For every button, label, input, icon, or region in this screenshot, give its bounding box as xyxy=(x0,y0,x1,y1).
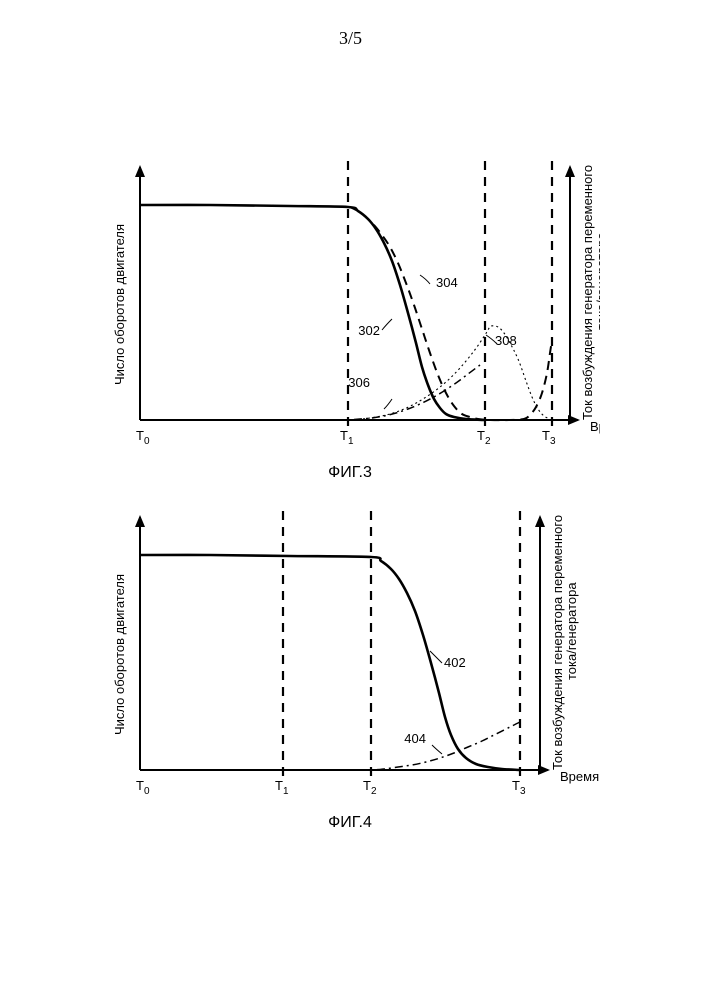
fig3-left-label: Число оборотов двигателя xyxy=(112,224,127,385)
fig3-label-308: 308 xyxy=(486,333,517,348)
svg-text:404: 404 xyxy=(404,731,426,746)
fig3-tick-T2: T2 xyxy=(477,428,491,447)
svg-text:302: 302 xyxy=(358,323,380,338)
figure-4: 402 404 T0 T1 T2 T3 Вр xyxy=(100,510,600,832)
svg-text:T2: T2 xyxy=(477,428,491,447)
svg-text:306: 306 xyxy=(348,375,370,390)
fig3-tick-T1: T1 xyxy=(340,428,354,447)
fig3-label-306: 306 xyxy=(348,375,392,409)
fig3-right-label: Ток возбуждения генератора переменногото… xyxy=(580,165,600,420)
svg-text:402: 402 xyxy=(444,655,466,670)
fig4-tick-T3: T3 xyxy=(512,778,526,797)
fig3-curve-304 xyxy=(350,207,552,420)
fig4-svg: 402 404 T0 T1 T2 T3 Вр xyxy=(100,510,600,810)
fig4-y-arrow-right xyxy=(535,515,545,527)
fig4-left-label: Число оборотов двигателя xyxy=(112,574,127,735)
fig4-label-402: 402 xyxy=(430,651,466,670)
svg-text:T3: T3 xyxy=(512,778,526,797)
figure-3: 302 304 306 308 T0 xyxy=(100,160,600,482)
fig3-curve-306 xyxy=(348,365,480,420)
svg-text:T0: T0 xyxy=(136,428,150,447)
fig3-curve-308 xyxy=(348,326,550,420)
svg-text:304: 304 xyxy=(436,275,458,290)
svg-text:308: 308 xyxy=(495,333,517,348)
fig3-label-302: 302 xyxy=(358,319,392,338)
svg-text:T1: T1 xyxy=(275,778,289,797)
svg-text:T3: T3 xyxy=(542,428,556,447)
fig3-y-arrow-left xyxy=(135,165,145,177)
svg-text:T1: T1 xyxy=(340,428,354,447)
svg-text:T2: T2 xyxy=(363,778,377,797)
fig3-curve-302 xyxy=(140,205,485,420)
fig4-tick-T0: T0 xyxy=(136,778,150,797)
fig3-x-label: Время xyxy=(590,419,600,434)
fig4-curve-404 xyxy=(371,722,520,770)
fig3-tick-T0: T0 xyxy=(136,428,150,447)
fig3-caption: ФИГ.3 xyxy=(100,464,600,482)
fig4-tick-T2: T2 xyxy=(363,778,377,797)
fig3-label-304: 304 xyxy=(420,275,458,290)
fig4-y-arrow-left xyxy=(135,515,145,527)
fig4-label-404: 404 xyxy=(404,731,442,754)
svg-text:T0: T0 xyxy=(136,778,150,797)
page-number: 3/5 xyxy=(0,28,701,49)
fig4-tick-T1: T1 xyxy=(275,778,289,797)
fig3-tick-T3: T3 xyxy=(542,428,556,447)
fig4-right-label: Ток возбуждения генератора переменногото… xyxy=(550,515,579,770)
fig4-x-label: Время xyxy=(560,769,599,784)
fig3-svg: 302 304 306 308 T0 xyxy=(100,160,600,460)
fig4-caption: ФИГ.4 xyxy=(100,814,600,832)
fig3-y-arrow-right xyxy=(565,165,575,177)
